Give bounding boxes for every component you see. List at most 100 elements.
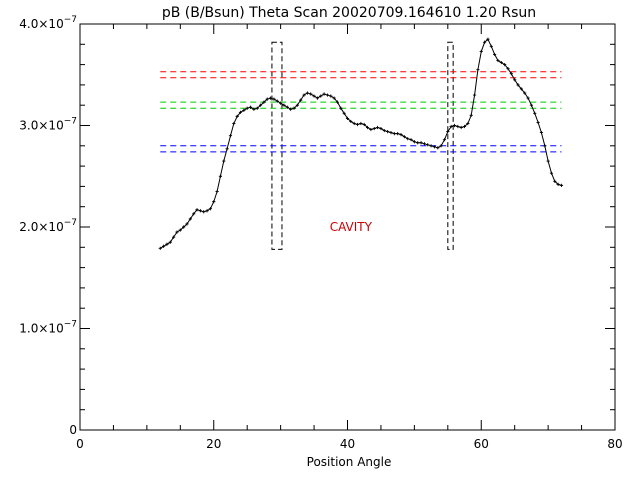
data-point: [449, 124, 453, 129]
data-point: [503, 63, 507, 67]
data-point: [375, 125, 380, 130]
reference-lines: [160, 71, 562, 153]
data-point: [499, 60, 503, 65]
data-point: [299, 98, 303, 102]
data-point: [178, 228, 182, 232]
data-point: [175, 230, 179, 234]
data-point: [539, 131, 544, 135]
data-point: [365, 125, 370, 130]
data-point: [506, 67, 510, 71]
data-point: [242, 108, 246, 112]
data-point: [426, 143, 430, 147]
x-axis-label: Position Angle: [307, 455, 392, 469]
data-point: [282, 103, 286, 107]
data-point: [466, 121, 470, 126]
data-point: [315, 96, 320, 100]
data-point: [446, 129, 450, 134]
data-point: [372, 126, 376, 131]
data-point: [523, 91, 527, 95]
data-point: [509, 72, 513, 76]
data-point: [553, 179, 557, 183]
data-point: [476, 68, 480, 72]
data-point: [349, 119, 353, 124]
data-point: [519, 87, 523, 91]
data-point: [556, 182, 560, 186]
data-point: [238, 110, 243, 114]
data-point: [208, 207, 213, 211]
data-point: [546, 159, 550, 163]
data-point: [369, 127, 373, 132]
data-point: [469, 113, 473, 117]
data-point: [486, 37, 490, 41]
data-point: [399, 133, 403, 137]
data-point: [195, 208, 199, 212]
data-point: [192, 212, 196, 216]
x-tick-label: 0: [76, 437, 84, 451]
data-point: [452, 123, 457, 128]
data-point: [161, 244, 166, 248]
x-tick-label: 60: [474, 437, 489, 451]
x-tick-label: 40: [340, 437, 355, 451]
data-point: [352, 121, 356, 126]
data-point: [359, 121, 363, 126]
data-point: [482, 40, 487, 44]
data-point: [419, 141, 423, 145]
data-point: [309, 92, 313, 96]
data-point: [295, 103, 299, 107]
y-tick-label: 2.0×10−7: [19, 218, 77, 234]
data-point: [225, 147, 229, 151]
data-point: [543, 144, 547, 148]
data-point: [496, 58, 500, 63]
data-point: [529, 103, 534, 107]
data-point: [329, 94, 333, 98]
data-point: [396, 132, 400, 136]
data-point: [432, 145, 437, 149]
data-point: [422, 142, 427, 146]
data-point: [322, 92, 326, 96]
y-tick-label: 3.0×10−7: [19, 117, 77, 133]
data-point: [268, 96, 273, 100]
data-point: [379, 126, 383, 131]
data-point: [202, 210, 206, 214]
data-point: [172, 235, 176, 239]
data-point: [412, 140, 416, 144]
y-tick-label: 4.0×10−7: [19, 15, 77, 31]
data-point: [533, 111, 537, 115]
y-tick-label: 1.0×10−7: [19, 320, 77, 336]
x-tick-label: 80: [607, 437, 622, 451]
data-point: [456, 124, 460, 129]
data-point: [292, 106, 296, 110]
data-point: [265, 97, 269, 101]
cavity-annotation: CAVITY: [330, 220, 373, 234]
data-point: [549, 171, 554, 175]
data-point: [386, 129, 390, 134]
data-point: [389, 131, 393, 135]
y-tick-label: 0: [69, 423, 77, 437]
data-point: [382, 128, 386, 133]
data-point: [392, 132, 396, 136]
data-point: [215, 189, 219, 194]
data-point: [258, 103, 263, 107]
data-point: [489, 44, 493, 48]
data-point: [168, 240, 172, 244]
data-point: [335, 100, 340, 104]
data-point: [406, 137, 410, 141]
data-point: [235, 114, 239, 118]
data-point: [459, 125, 463, 130]
data-point: [255, 106, 259, 110]
data-point: [165, 242, 169, 246]
data-point: [516, 83, 520, 87]
data-point: [275, 99, 279, 103]
data-point: [559, 183, 564, 187]
data-point: [158, 246, 162, 250]
data-point: [339, 106, 343, 110]
data-point: [188, 217, 192, 221]
data-point: [279, 101, 283, 105]
data-point: [185, 222, 189, 226]
data-point: [409, 138, 413, 142]
data-point: [472, 93, 477, 97]
data-point: [493, 52, 497, 57]
data-point: [355, 122, 360, 127]
